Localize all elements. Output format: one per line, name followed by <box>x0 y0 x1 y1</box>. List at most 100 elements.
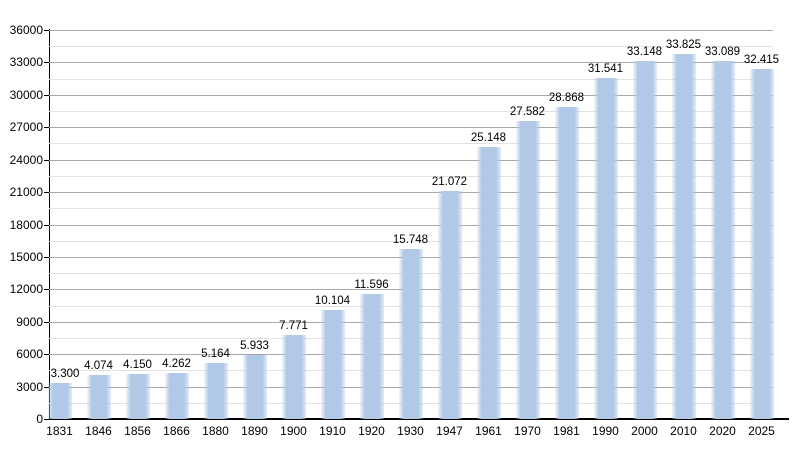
major-gridline <box>49 127 773 129</box>
y-axis-tick-label: 33000 <box>9 55 43 70</box>
bar <box>554 107 579 419</box>
bar <box>203 363 228 419</box>
y-axis-tick-mark <box>44 94 49 96</box>
bar <box>671 53 696 419</box>
bar <box>476 147 501 419</box>
bar-value-label: 3.300 <box>50 368 80 381</box>
bar-value-label: 15.748 <box>392 233 429 246</box>
bar <box>281 335 306 419</box>
bar <box>86 374 111 419</box>
x-axis-tick-label: 1930 <box>397 424 424 438</box>
y-axis-tick-label: 3000 <box>16 379 43 394</box>
x-axis-tick-label: 1846 <box>85 424 112 438</box>
x-axis-tick-label: 1910 <box>319 424 346 438</box>
bar-value-label: 5.164 <box>201 348 230 361</box>
y-axis-tick-label: 21000 <box>9 185 43 200</box>
y-axis-tick-mark <box>44 386 49 388</box>
x-axis-tick-label: 2020 <box>709 424 736 438</box>
minor-gridline <box>49 111 773 113</box>
y-axis-tick-label: 15000 <box>9 249 43 264</box>
minor-gridline <box>49 208 773 210</box>
y-axis-tick-mark <box>44 224 49 226</box>
y-axis-tick-label: 24000 <box>9 152 43 167</box>
minor-gridline <box>49 78 773 80</box>
y-axis-tick-mark <box>44 419 49 420</box>
bar <box>437 191 462 419</box>
bar <box>749 68 774 419</box>
y-axis-tick-mark <box>44 256 49 258</box>
bar-value-label: 31.541 <box>587 63 624 76</box>
y-axis-tick-mark <box>44 289 49 291</box>
bar <box>515 120 540 419</box>
x-axis-tick-label: 1831 <box>46 424 73 438</box>
x-axis-tick-label: 1880 <box>202 424 229 438</box>
bar <box>632 60 657 419</box>
y-axis-tick-mark <box>44 159 49 161</box>
y-axis-tick-label: 9000 <box>16 314 43 329</box>
bar-value-label: 10.104 <box>314 294 351 307</box>
bar <box>164 372 189 419</box>
major-gridline <box>49 159 773 161</box>
x-axis-tick-label: 1890 <box>241 424 268 438</box>
major-gridline <box>49 62 773 64</box>
x-axis-tick-label: 2010 <box>670 424 697 438</box>
y-axis-tick-mark <box>44 321 49 323</box>
x-axis-tick-label: 1900 <box>280 424 307 438</box>
y-axis-tick-mark <box>44 354 49 356</box>
bar-value-label: 28.868 <box>548 92 585 105</box>
bar-value-label: 11.596 <box>354 278 389 291</box>
x-axis-tick-label: 1856 <box>124 424 151 438</box>
bar <box>47 383 72 419</box>
y-axis-tick-label: 12000 <box>9 282 43 297</box>
bar <box>359 293 384 419</box>
bar-value-label: 4.262 <box>162 357 191 370</box>
y-axis-tick-label: 27000 <box>9 120 43 135</box>
bar <box>125 374 150 419</box>
major-gridline <box>49 94 773 96</box>
bar-value-label: 33.825 <box>665 38 702 51</box>
y-axis-tick-mark <box>44 192 49 194</box>
x-axis-tick-label: 1866 <box>163 424 190 438</box>
bar <box>710 61 735 419</box>
bar-value-label: 4.074 <box>84 359 113 372</box>
bar-value-label: 27.582 <box>509 105 546 118</box>
major-gridline <box>49 30 773 31</box>
bar <box>593 78 618 419</box>
y-axis-tick-label: 30000 <box>9 87 43 102</box>
major-gridline <box>49 192 773 194</box>
x-axis-tick-label: 2025 <box>748 424 775 438</box>
minor-gridline <box>49 175 773 177</box>
y-axis-tick-label: 36000 <box>9 23 43 37</box>
x-axis-line <box>49 418 789 420</box>
bar-value-label: 32.415 <box>743 53 780 66</box>
x-axis-tick-label: 1920 <box>358 424 385 438</box>
plot-area: 3.300 4.074 4.150 4.262 5.164 5.933 7.771 10.10… <box>47 30 788 419</box>
x-axis-tick-label: 1961 <box>475 424 502 438</box>
bar-value-label: 25.148 <box>470 132 507 145</box>
bar-value-label: 21.072 <box>431 176 468 189</box>
x-axis-tick-label: 1981 <box>553 424 580 438</box>
minor-gridline <box>49 143 773 145</box>
bar-value-label: 4.150 <box>123 359 152 372</box>
y-axis-tick-label: 0 <box>36 412 43 426</box>
bar <box>242 354 267 419</box>
y-axis-tick-label: 18000 <box>9 217 43 232</box>
x-axis-tick-label: 1990 <box>592 424 619 438</box>
major-gridline <box>49 224 773 226</box>
y-axis-tick-mark <box>44 127 49 129</box>
x-axis-tick-label: 1970 <box>514 424 541 438</box>
bar-value-label: 7.771 <box>279 320 308 333</box>
x-axis-tick-label: 1947 <box>436 424 463 438</box>
y-axis-tick-label: 6000 <box>16 347 43 362</box>
x-axis-tick-label: 2000 <box>631 424 658 438</box>
bar-value-label: 5.933 <box>240 339 269 352</box>
y-axis-tick-mark <box>44 30 49 31</box>
bar <box>320 309 345 419</box>
minor-gridline <box>49 240 773 242</box>
bar <box>398 248 423 419</box>
y-axis-tick-mark <box>44 62 49 64</box>
minor-gridline <box>49 46 773 48</box>
bar-value-label: 33.148 <box>626 45 663 58</box>
bar-value-label: 33.089 <box>704 46 741 59</box>
